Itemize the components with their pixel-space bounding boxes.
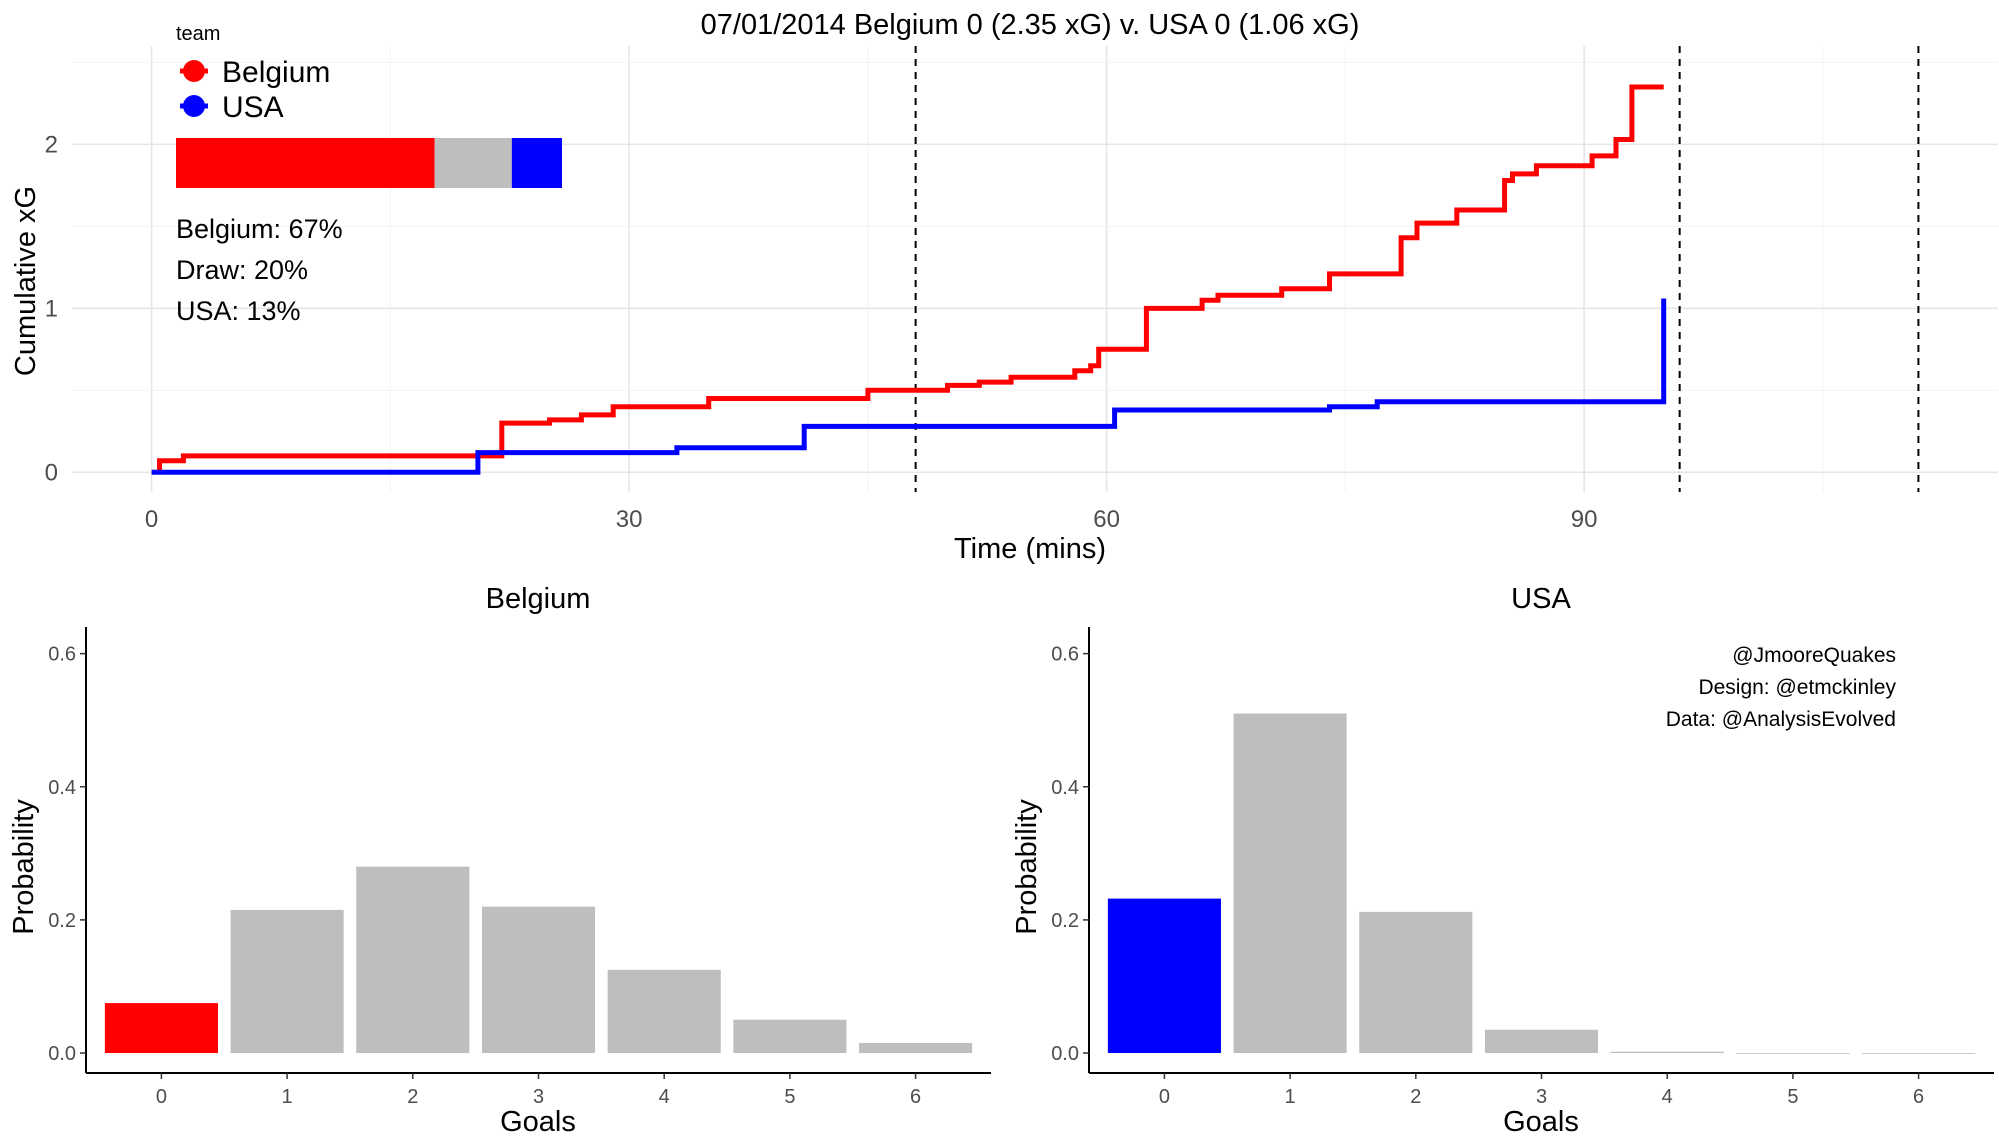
legend: team Belgium USA xyxy=(176,23,330,124)
goal-bar xyxy=(230,909,344,1054)
y-tick-label: 1 xyxy=(45,295,58,322)
goal-bar xyxy=(1736,1053,1850,1054)
top-series-lines xyxy=(151,84,1667,475)
goal-bar xyxy=(1610,1051,1724,1054)
win-probability-bar xyxy=(176,138,562,188)
x-tick-label: 3 xyxy=(1536,1086,1547,1108)
x-tick-label: 1 xyxy=(282,1086,293,1108)
y-tick-label: 2 xyxy=(45,131,58,158)
prob-label-draw: Draw: 20% xyxy=(176,255,308,285)
x-tick-label: 90 xyxy=(1571,506,1598,533)
top-y-ticks: 0 1 2 xyxy=(45,131,58,486)
credit-design: Design: @etmckinley xyxy=(1698,676,1896,699)
y-tick-label: 0.6 xyxy=(48,644,76,666)
x-axis-title: Time (mins) xyxy=(954,533,1106,565)
y-axis-title: Cumulative xG xyxy=(10,186,42,376)
belgium-goals-panel: 0.0 0.2 0.4 0.6 0 1 2 3 4 5 6 Belgium Goals Probab… xyxy=(8,583,991,1138)
x-tick-label: 2 xyxy=(407,1086,418,1108)
legend-label-belgium: Belgium xyxy=(222,56,330,89)
legend-dot-belgium xyxy=(183,60,205,82)
prob-segment-draw xyxy=(434,138,512,188)
credit-data: Data: @AnalysisEvolved xyxy=(1666,708,1896,731)
goal-bar xyxy=(1233,713,1347,1054)
x-tick-label: 6 xyxy=(1913,1086,1924,1108)
top-gridlines xyxy=(72,46,1998,492)
y-tick-label: 0.6 xyxy=(1051,644,1079,666)
x-tick-label: 5 xyxy=(784,1086,795,1108)
x-tick-label: 2 xyxy=(1410,1086,1421,1108)
belgium-panel-title: Belgium xyxy=(486,583,591,615)
prob-segment-belgium xyxy=(176,138,435,188)
x-tick-label: 0 xyxy=(145,506,158,533)
y-tick-label: 0.4 xyxy=(1051,777,1079,799)
legend-dot-usa xyxy=(183,95,205,117)
y-tick-label: 0.2 xyxy=(48,910,76,932)
goal-bar xyxy=(1862,1053,1976,1054)
prob-segment-usa xyxy=(511,138,562,188)
legend-item-belgium: Belgium xyxy=(180,56,330,89)
usa-axes: 0.0 0.2 0.4 0.6 0 1 2 3 4 5 6 xyxy=(1051,627,1994,1108)
top-dashed-lines xyxy=(914,46,1920,492)
prob-label-belgium: Belgium: 67% xyxy=(176,214,343,244)
belgium-bars xyxy=(104,866,973,1054)
belgium-axes: 0.0 0.2 0.4 0.6 0 1 2 3 4 5 6 xyxy=(48,627,991,1108)
chart-title: 07/01/2014 Belgium 0 (2.35 xG) v. USA 0 … xyxy=(701,9,1360,41)
x-tick-label: 60 xyxy=(1093,506,1120,533)
prob-label-usa: USA: 13% xyxy=(176,296,301,326)
x-tick-label: 3 xyxy=(533,1086,544,1108)
y-tick-label: 0.0 xyxy=(48,1043,76,1065)
belgium-y-axis-title: Probability xyxy=(8,799,40,935)
goal-bar xyxy=(859,1043,973,1054)
goal-bar xyxy=(481,906,596,1054)
goal-bar xyxy=(1484,1029,1599,1054)
series-line-belgium xyxy=(157,84,1664,473)
legend-title: team xyxy=(176,23,220,45)
x-tick-label: 5 xyxy=(1787,1086,1798,1108)
x-tick-label: 4 xyxy=(1662,1086,1673,1108)
goal-bar xyxy=(733,1019,847,1054)
y-tick-label: 0.4 xyxy=(48,777,76,799)
goal-bar xyxy=(356,866,470,1054)
usa-x-axis-title: Goals xyxy=(1503,1106,1579,1138)
goal-bar xyxy=(104,1003,218,1054)
usa-goals-panel: 0.0 0.2 0.4 0.6 0 1 2 3 4 5 6 USA Goals Probabilit… xyxy=(1011,583,1994,1138)
legend-label-usa: USA xyxy=(222,91,284,124)
x-tick-label: 0 xyxy=(156,1086,167,1108)
credit-author: @JmooreQuakes xyxy=(1732,644,1896,667)
top-x-ticks: 0 30 60 90 xyxy=(145,506,1598,533)
usa-panel-title: USA xyxy=(1511,583,1571,615)
y-tick-label: 0.0 xyxy=(1051,1043,1079,1065)
x-tick-label: 4 xyxy=(659,1086,670,1108)
x-tick-label: 1 xyxy=(1285,1086,1296,1108)
credits: @JmooreQuakes Design: @etmckinley Data: … xyxy=(1666,644,1897,731)
goal-bar xyxy=(1107,898,1221,1054)
x-tick-label: 30 xyxy=(616,506,643,533)
win-probability: Belgium: 67% Draw: 20% USA: 13% xyxy=(176,138,562,326)
usa-y-axis-title: Probability xyxy=(1011,799,1043,935)
x-tick-label: 0 xyxy=(1159,1086,1170,1108)
y-tick-label: 0 xyxy=(45,459,58,486)
cumulative-xg-panel: 0 30 60 90 0 1 2 07/01/2014 Belgium 0 (2.35 x… xyxy=(10,9,1998,565)
goal-bar xyxy=(607,969,721,1054)
series-line-usa xyxy=(151,298,1667,475)
x-tick-label: 6 xyxy=(910,1086,921,1108)
belgium-x-axis-title: Goals xyxy=(500,1106,576,1138)
legend-item-usa: USA xyxy=(180,91,284,124)
goal-bar xyxy=(1359,911,1473,1054)
usa-bars xyxy=(1107,713,1976,1054)
y-tick-label: 0.2 xyxy=(1051,910,1079,932)
